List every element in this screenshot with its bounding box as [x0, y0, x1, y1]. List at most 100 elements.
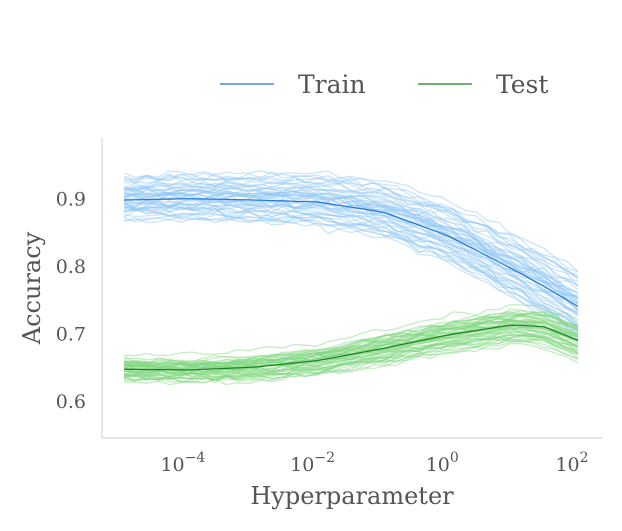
test-run-line — [123, 324, 579, 377]
test-run-line — [123, 309, 579, 367]
train-run-line — [123, 174, 579, 282]
train-run-line — [123, 181, 579, 285]
y-tick-label: 0.9 — [56, 189, 86, 211]
train-run-line — [123, 188, 579, 304]
test-run-line — [123, 314, 579, 364]
train-run-line — [123, 181, 579, 294]
train-run-line — [123, 204, 579, 316]
train-run-line — [123, 198, 579, 314]
y-ticks: 0.6 0.7 0.8 0.9 — [56, 189, 86, 413]
train-run-line — [123, 199, 579, 307]
test-run-line — [123, 308, 579, 363]
train-run-line — [123, 201, 579, 315]
test-run-line — [123, 338, 579, 384]
legend-label-test: Test — [496, 70, 548, 99]
train-run-line — [123, 215, 579, 332]
train-run-line — [123, 191, 579, 297]
legend-label-train: Train — [298, 70, 366, 99]
train-run-line — [123, 207, 579, 327]
test-run-line — [123, 313, 579, 369]
test-run-line — [123, 319, 579, 365]
train-mean-line — [123, 198, 579, 308]
train-run-line — [123, 173, 579, 278]
train-run-line — [123, 186, 579, 291]
test-run-line — [123, 331, 579, 381]
train-run-line — [123, 200, 579, 311]
test-run-line — [123, 334, 579, 380]
test-run-line — [123, 318, 578, 374]
y-tick-label: 0.6 — [56, 391, 86, 413]
train-run-line — [123, 188, 579, 299]
train-run-line — [123, 182, 579, 298]
x-tick-label: 100 — [426, 450, 459, 476]
train-run-line — [123, 171, 579, 280]
test-mean-line — [123, 324, 579, 371]
test-run-line — [123, 304, 579, 357]
test-run-line — [123, 331, 579, 379]
test-run-line — [123, 336, 579, 378]
train-run-line — [123, 204, 579, 325]
train-run-line — [123, 180, 579, 287]
train-run-line — [123, 206, 579, 326]
train-run-line — [123, 184, 579, 293]
train-run-line — [123, 190, 579, 304]
test-run-line — [123, 326, 579, 373]
train-run-line — [123, 193, 579, 303]
train-run-line — [123, 197, 579, 310]
test-run-line — [123, 328, 579, 379]
test-run-line — [123, 325, 579, 376]
test-run-line — [123, 335, 579, 380]
train-run-line — [123, 198, 579, 317]
test-run-line — [123, 326, 579, 376]
train-run-line — [123, 206, 579, 332]
test-run-line — [123, 311, 579, 365]
train-run-line — [123, 188, 579, 300]
test-run-line — [123, 321, 579, 369]
x-tick-label: 102 — [555, 450, 588, 476]
mean-layer — [123, 198, 579, 371]
train-run-line — [123, 189, 579, 300]
train-run-line — [123, 188, 579, 301]
test-run-line — [123, 333, 579, 376]
test-run-line — [123, 314, 579, 372]
train-run-line — [123, 208, 579, 333]
test-run-line — [123, 333, 579, 382]
train-run-line — [123, 211, 579, 330]
test-run-line — [123, 319, 579, 375]
test-run-line — [123, 314, 579, 369]
train-run-line — [123, 190, 579, 295]
test-run-line — [123, 335, 579, 384]
train-run-line — [123, 209, 579, 336]
x-tick-label: 10−4 — [160, 450, 205, 476]
y-axis-label: Accuracy — [18, 231, 46, 345]
runs-layer — [123, 170, 579, 386]
test-run-line — [123, 339, 579, 386]
test-run-line — [123, 319, 579, 369]
train-run-line — [123, 215, 579, 328]
train-run-line — [123, 173, 579, 273]
train-run-line — [123, 170, 579, 273]
test-run-line — [123, 319, 579, 368]
legend: Train Test — [220, 70, 548, 99]
train-run-line — [123, 205, 579, 328]
test-run-line — [123, 338, 579, 383]
x-ticks: 10−4 10−2 100 102 — [160, 450, 588, 476]
test-run-line — [123, 327, 579, 372]
test-run-line — [123, 318, 579, 370]
train-run-line — [123, 188, 579, 305]
y-tick-label: 0.8 — [56, 256, 86, 278]
test-run-line — [123, 311, 579, 368]
train-run-line — [123, 215, 579, 340]
test-run-line — [123, 310, 579, 364]
y-tick-label: 0.7 — [56, 324, 86, 346]
test-run-line — [123, 320, 579, 367]
test-run-line — [123, 334, 579, 380]
test-run-line — [123, 320, 579, 370]
train-run-line — [123, 180, 579, 276]
x-tick-label: 10−2 — [290, 450, 335, 476]
test-run-line — [123, 342, 579, 384]
train-run-line — [123, 186, 579, 299]
train-run-line — [123, 190, 579, 299]
train-run-line — [123, 175, 579, 279]
